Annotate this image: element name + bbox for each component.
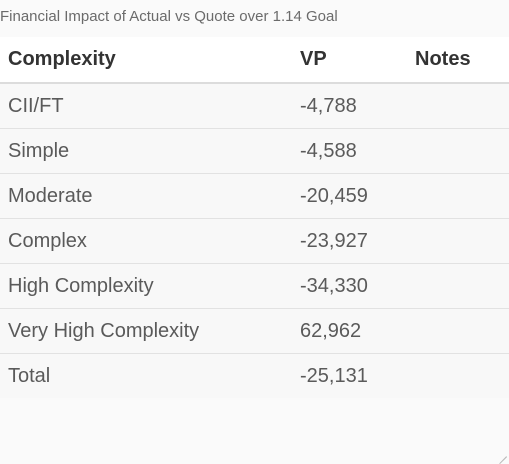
- cell-notes: [407, 308, 509, 354]
- cell-vp: -34,330: [292, 263, 407, 309]
- header-complexity: Complexity: [0, 37, 292, 84]
- resize-grip-icon[interactable]: [499, 449, 507, 464]
- header-vp: VP: [292, 37, 407, 84]
- cell-vp: -23,927: [292, 218, 407, 264]
- table-row: Simple -4,588: [0, 128, 509, 174]
- cell-complexity: Complex: [0, 218, 292, 264]
- cell-notes: [407, 83, 509, 129]
- cell-vp: -20,459: [292, 173, 407, 219]
- header-notes: Notes: [407, 37, 509, 84]
- cell-notes: [407, 353, 509, 398]
- cell-notes: [407, 128, 509, 174]
- table-row: Complex -23,927: [0, 218, 509, 264]
- cell-complexity: Very High Complexity: [0, 308, 292, 354]
- table-row: High Complexity -34,330: [0, 263, 509, 309]
- table-caption: Financial Impact of Actual vs Quote over…: [0, 8, 338, 25]
- cell-complexity: Simple: [0, 128, 292, 174]
- financial-impact-table: Complexity VP Notes CII/FT -4,788 Simple…: [0, 37, 509, 398]
- table-row: CII/FT -4,788: [0, 83, 509, 129]
- cell-vp: -4,588: [292, 128, 407, 174]
- cell-notes: [407, 263, 509, 309]
- cell-vp: -4,788: [292, 83, 407, 129]
- table-row-total: Total -25,131: [0, 353, 509, 398]
- cell-complexity: Moderate: [0, 173, 292, 219]
- table-row: Very High Complexity 62,962: [0, 308, 509, 354]
- cell-vp: -25,131: [292, 353, 407, 398]
- cell-complexity: CII/FT: [0, 83, 292, 129]
- table-body: CII/FT -4,788 Simple -4,588 Moderate -20…: [0, 83, 509, 398]
- cell-vp: 62,962: [292, 308, 407, 354]
- table-row: Moderate -20,459: [0, 173, 509, 219]
- cell-notes: [407, 173, 509, 219]
- cell-complexity: Total: [0, 353, 292, 398]
- header-row: Complexity VP Notes: [0, 37, 509, 84]
- table-header: Complexity VP Notes: [0, 37, 509, 84]
- cell-notes: [407, 218, 509, 264]
- cell-complexity: High Complexity: [0, 263, 292, 309]
